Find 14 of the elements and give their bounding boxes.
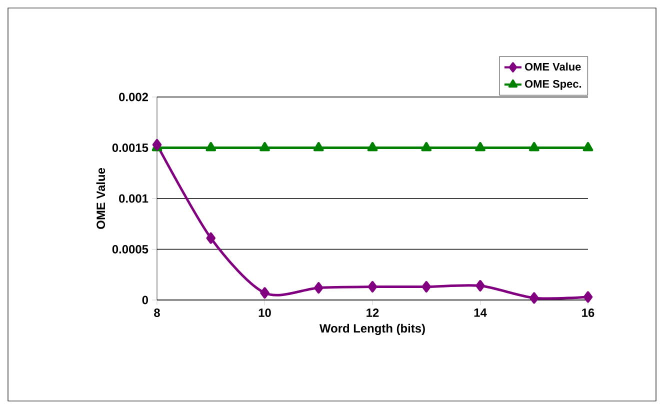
x-axis-title: Word Length (bits) <box>320 324 425 336</box>
y-tick-label: 0 <box>142 296 148 304</box>
x-tick-label: 8 <box>154 308 160 317</box>
legend-label: OME Spec. <box>525 80 582 90</box>
y-tick-label: 0.001 <box>119 194 148 203</box>
y-tick-label: 0.0015 <box>112 144 148 152</box>
y-tick-label: 0.002 <box>119 92 148 102</box>
x-tick-label: 10 <box>258 308 271 317</box>
y-tick-label: 0.0005 <box>112 245 148 254</box>
y-axis-title: OME Value <box>96 168 106 229</box>
x-tick-label: 14 <box>474 308 487 317</box>
legend-label: OME Value <box>525 62 581 71</box>
x-tick-label: 12 <box>366 308 379 317</box>
x-tick-label: 16 <box>582 308 594 317</box>
